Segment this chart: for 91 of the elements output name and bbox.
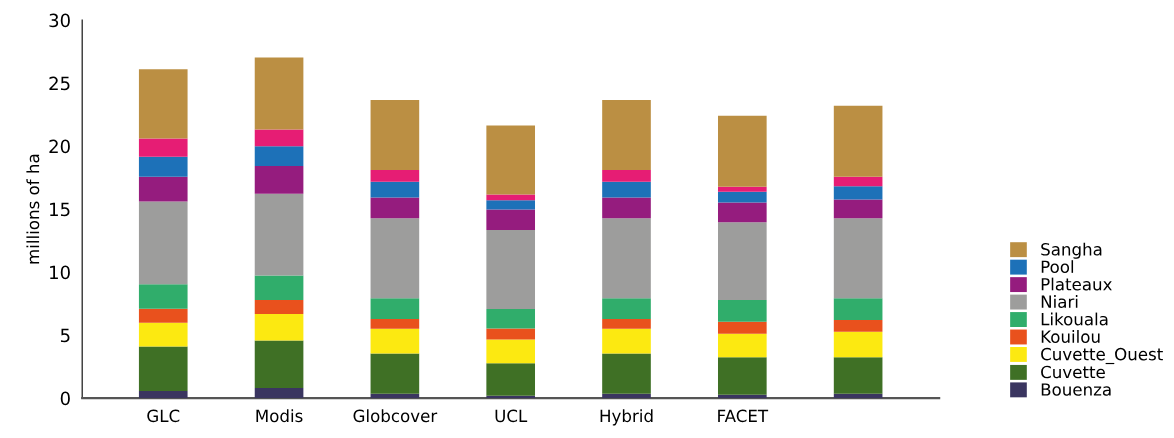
bar [602,353,651,394]
bar [138,322,188,347]
bar [138,69,188,139]
y-axis-title: millions of ha [26,154,40,264]
bar [718,191,767,203]
bar [138,346,188,391]
bar [833,319,883,332]
x-tick-label: Globcover [353,409,438,423]
bar [833,331,883,358]
bar [718,186,767,192]
bar [718,202,767,223]
bar [602,181,651,198]
bar [486,125,536,195]
x-tick-label: Modis [256,409,303,423]
bar [718,321,767,334]
legend-label: Niari [1041,295,1078,309]
bar [254,313,304,341]
bar [254,275,304,301]
bar [718,357,767,395]
y-tick-label: 20 [49,139,70,154]
bar [486,339,536,364]
bar [370,197,420,219]
bar [370,328,420,354]
bar [833,186,883,200]
bar [254,129,304,147]
bar [486,209,536,231]
bar [602,197,651,219]
bar [370,169,420,182]
bar [486,363,536,396]
bar [254,340,304,388]
bar [833,105,883,177]
x-tick-label: UCL [495,409,528,423]
y-tick-label: 0 [60,391,70,406]
bar [833,357,883,394]
bar [486,230,536,310]
bar [370,353,420,394]
bar [138,390,188,399]
y-tick-label: 25 [49,76,70,91]
bar [370,181,420,198]
legend-label: Likouala [1041,312,1108,326]
bar [486,309,536,329]
bar [718,333,767,358]
x-tick-label: GLC [147,409,180,423]
y-tick-label: 5 [60,328,70,343]
bar [833,298,883,320]
bar [254,165,304,194]
bar [718,300,767,322]
bar [138,201,188,285]
legend-label: Kouilou [1041,330,1100,343]
bar [602,318,651,329]
x-tick-label: FACET [718,409,769,423]
bar [370,218,420,299]
bar [138,156,188,177]
legend-label: Cuvette [1041,365,1105,379]
bar [138,138,188,157]
bar [718,394,767,399]
bar [254,146,304,166]
bar [602,328,651,354]
bar [254,57,304,130]
y-tick-label: 10 [50,265,70,280]
bar [602,393,651,399]
bar [833,393,883,399]
y-tick-label: 15 [50,202,70,217]
bar [718,222,767,301]
bar [370,393,420,399]
bar [486,200,536,210]
y-tick-label: 30 [49,13,70,28]
legend-label: Pool [1041,260,1074,274]
bar [138,308,188,323]
bar [370,298,420,319]
bar [370,99,420,170]
bar [602,218,651,299]
bar [254,300,304,314]
bar [138,284,188,309]
legend-label: Sangha [1041,242,1102,259]
bar [602,99,651,170]
bar [486,328,536,340]
bar [254,387,304,399]
legend-label: Plateaux [1041,277,1112,291]
bar [833,176,883,187]
bar [602,169,651,182]
bar [718,115,767,187]
bar [370,318,420,329]
legend-label: Bouenza [1041,383,1111,396]
bar [254,193,304,276]
bar [138,176,188,202]
x-tick-label: Hybrid [600,409,653,426]
bar [833,199,883,219]
bar [602,298,651,319]
legend-label: Cuvette_Ouest [1041,347,1163,365]
bar [833,218,883,299]
